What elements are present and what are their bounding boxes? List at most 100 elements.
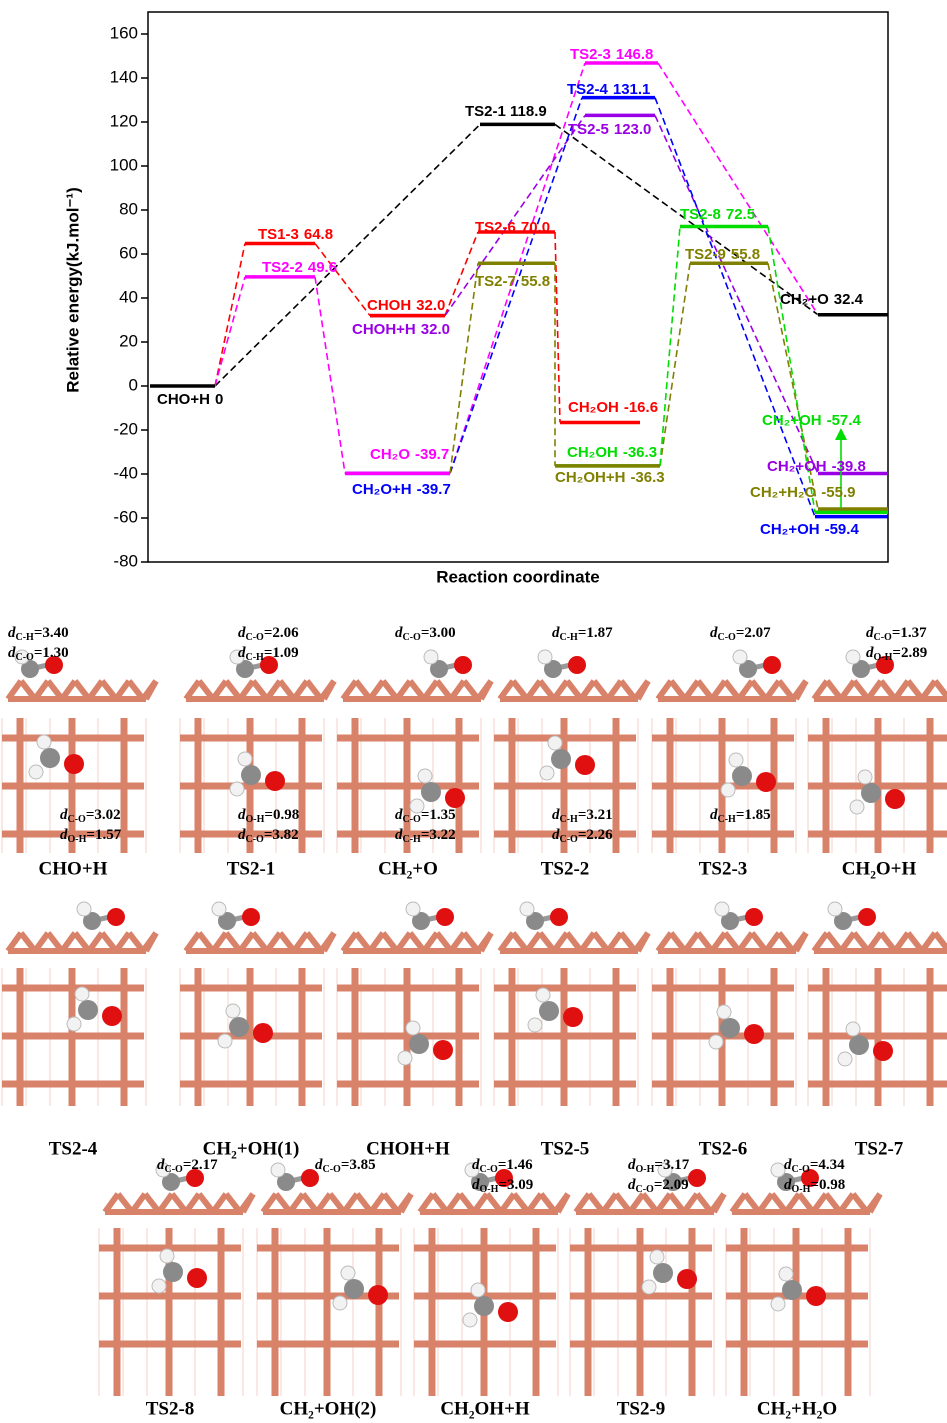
level-label: TS2-3146.8 bbox=[570, 46, 653, 63]
level-label: CH₂+OH-39.8 bbox=[767, 458, 866, 475]
y-tick-label: -20 bbox=[113, 419, 138, 438]
atom bbox=[445, 788, 465, 808]
atom bbox=[873, 1041, 893, 1061]
atom bbox=[271, 1163, 285, 1177]
atom bbox=[152, 1279, 166, 1293]
level-label: CH₂OH-16.6 bbox=[568, 399, 658, 416]
plot-frame bbox=[148, 12, 888, 562]
atom bbox=[29, 765, 43, 779]
level-label: CH₂+OH-59.4 bbox=[760, 521, 859, 538]
caption: CH₂+OH(1) bbox=[203, 1138, 300, 1159]
y-tick-label: 60 bbox=[119, 243, 138, 262]
atom bbox=[782, 1280, 802, 1300]
y-axis-label: Relative energy(kJ.mol⁻¹) bbox=[63, 187, 82, 393]
atom bbox=[218, 1034, 232, 1048]
atom bbox=[418, 769, 432, 783]
level-label: CH₂OH+H-36.3 bbox=[555, 469, 665, 486]
atom bbox=[538, 650, 552, 664]
atom bbox=[733, 650, 747, 664]
structure-panel: CH₂+H₂O bbox=[726, 1163, 880, 1419]
caption: TS2-6 bbox=[699, 1138, 748, 1159]
atom bbox=[642, 1280, 656, 1294]
bond-distance: dC-O=2.09 bbox=[628, 1177, 689, 1195]
bond-distance: dO-H=2.89 bbox=[866, 645, 927, 663]
atom bbox=[771, 1163, 785, 1177]
y-tick-label: 100 bbox=[110, 155, 138, 174]
structure-panel: TS2-5 bbox=[494, 902, 648, 1159]
atom bbox=[846, 650, 860, 664]
caption: CH₂O+H bbox=[842, 858, 917, 879]
arrow-head bbox=[835, 428, 847, 440]
bond-distance: dC-O=2.06 bbox=[238, 625, 299, 643]
level-value: 72.5 bbox=[726, 206, 755, 223]
connector bbox=[315, 243, 370, 315]
caption: CH₂+O bbox=[378, 858, 438, 879]
atom bbox=[779, 1267, 793, 1281]
atom bbox=[454, 656, 472, 674]
atom bbox=[433, 1040, 453, 1060]
level-name: TS2-7 bbox=[475, 273, 516, 290]
bond-distance: dC-H=1.87 bbox=[552, 625, 613, 643]
level-label: CHOH32.0 bbox=[367, 297, 445, 314]
atom bbox=[846, 1022, 860, 1036]
atom bbox=[406, 902, 420, 916]
y-tick-label: 160 bbox=[110, 23, 138, 42]
y-tick-label: 80 bbox=[119, 199, 138, 218]
atom bbox=[732, 766, 752, 786]
level-name: CH₂O bbox=[370, 446, 410, 463]
y-tick-label: 20 bbox=[119, 331, 138, 350]
connector bbox=[658, 63, 818, 315]
bond-distance: dC-H=3.40 bbox=[8, 625, 69, 643]
y-tick-label: -40 bbox=[113, 463, 138, 482]
caption: TS2-3 bbox=[699, 858, 748, 879]
atom bbox=[398, 1051, 412, 1065]
atom bbox=[226, 1004, 240, 1018]
atom bbox=[745, 908, 763, 926]
level-value: 131.1 bbox=[613, 81, 651, 98]
atom bbox=[653, 1263, 673, 1283]
structure-panel: CH₂OH+H bbox=[414, 1163, 568, 1419]
atom bbox=[721, 783, 735, 797]
atom bbox=[265, 771, 285, 791]
atom bbox=[744, 1024, 764, 1044]
level-name: CH₂OH bbox=[568, 399, 619, 416]
connector bbox=[215, 243, 245, 386]
atom bbox=[341, 1266, 355, 1280]
atom bbox=[861, 783, 881, 803]
level-label: TS2-755.8 bbox=[475, 273, 550, 290]
bond-distance: dC-O=3.85 bbox=[315, 1157, 376, 1175]
atom bbox=[37, 735, 51, 749]
atom bbox=[763, 656, 781, 674]
connector bbox=[315, 277, 345, 473]
atom bbox=[550, 908, 568, 926]
level-value: 118.9 bbox=[510, 103, 547, 120]
atom bbox=[756, 772, 776, 792]
level-label: TS2-5123.0 bbox=[568, 121, 651, 138]
atom bbox=[107, 908, 125, 926]
level-value: -39.7 bbox=[417, 481, 451, 498]
level-name: CH₂+OH bbox=[760, 521, 820, 538]
level-value: 32.0 bbox=[416, 297, 445, 314]
structure-panel: CH₂+OH(2) bbox=[257, 1163, 411, 1419]
caption: CHOH+H bbox=[366, 1138, 450, 1159]
atom bbox=[548, 736, 562, 750]
bond-distance: dC-O=3.00 bbox=[395, 625, 456, 643]
atom bbox=[850, 800, 864, 814]
structure-panel: TS2-8 bbox=[99, 1163, 253, 1419]
atom bbox=[536, 988, 550, 1002]
atom bbox=[729, 753, 743, 767]
connector bbox=[450, 263, 478, 473]
atom bbox=[709, 1035, 723, 1049]
atom bbox=[253, 1023, 273, 1043]
bond-distance: dC-O=1.30 bbox=[8, 645, 69, 663]
caption: TS2-9 bbox=[617, 1398, 666, 1419]
atom bbox=[242, 908, 260, 926]
atom bbox=[806, 1286, 826, 1306]
structure-panel: TS2-4 bbox=[2, 902, 156, 1159]
level-value: 55.8 bbox=[731, 246, 760, 263]
atom bbox=[78, 1000, 98, 1020]
atom bbox=[230, 782, 244, 796]
caption: TS2-7 bbox=[855, 1138, 904, 1159]
level-label: TS1-364.8 bbox=[258, 226, 333, 243]
